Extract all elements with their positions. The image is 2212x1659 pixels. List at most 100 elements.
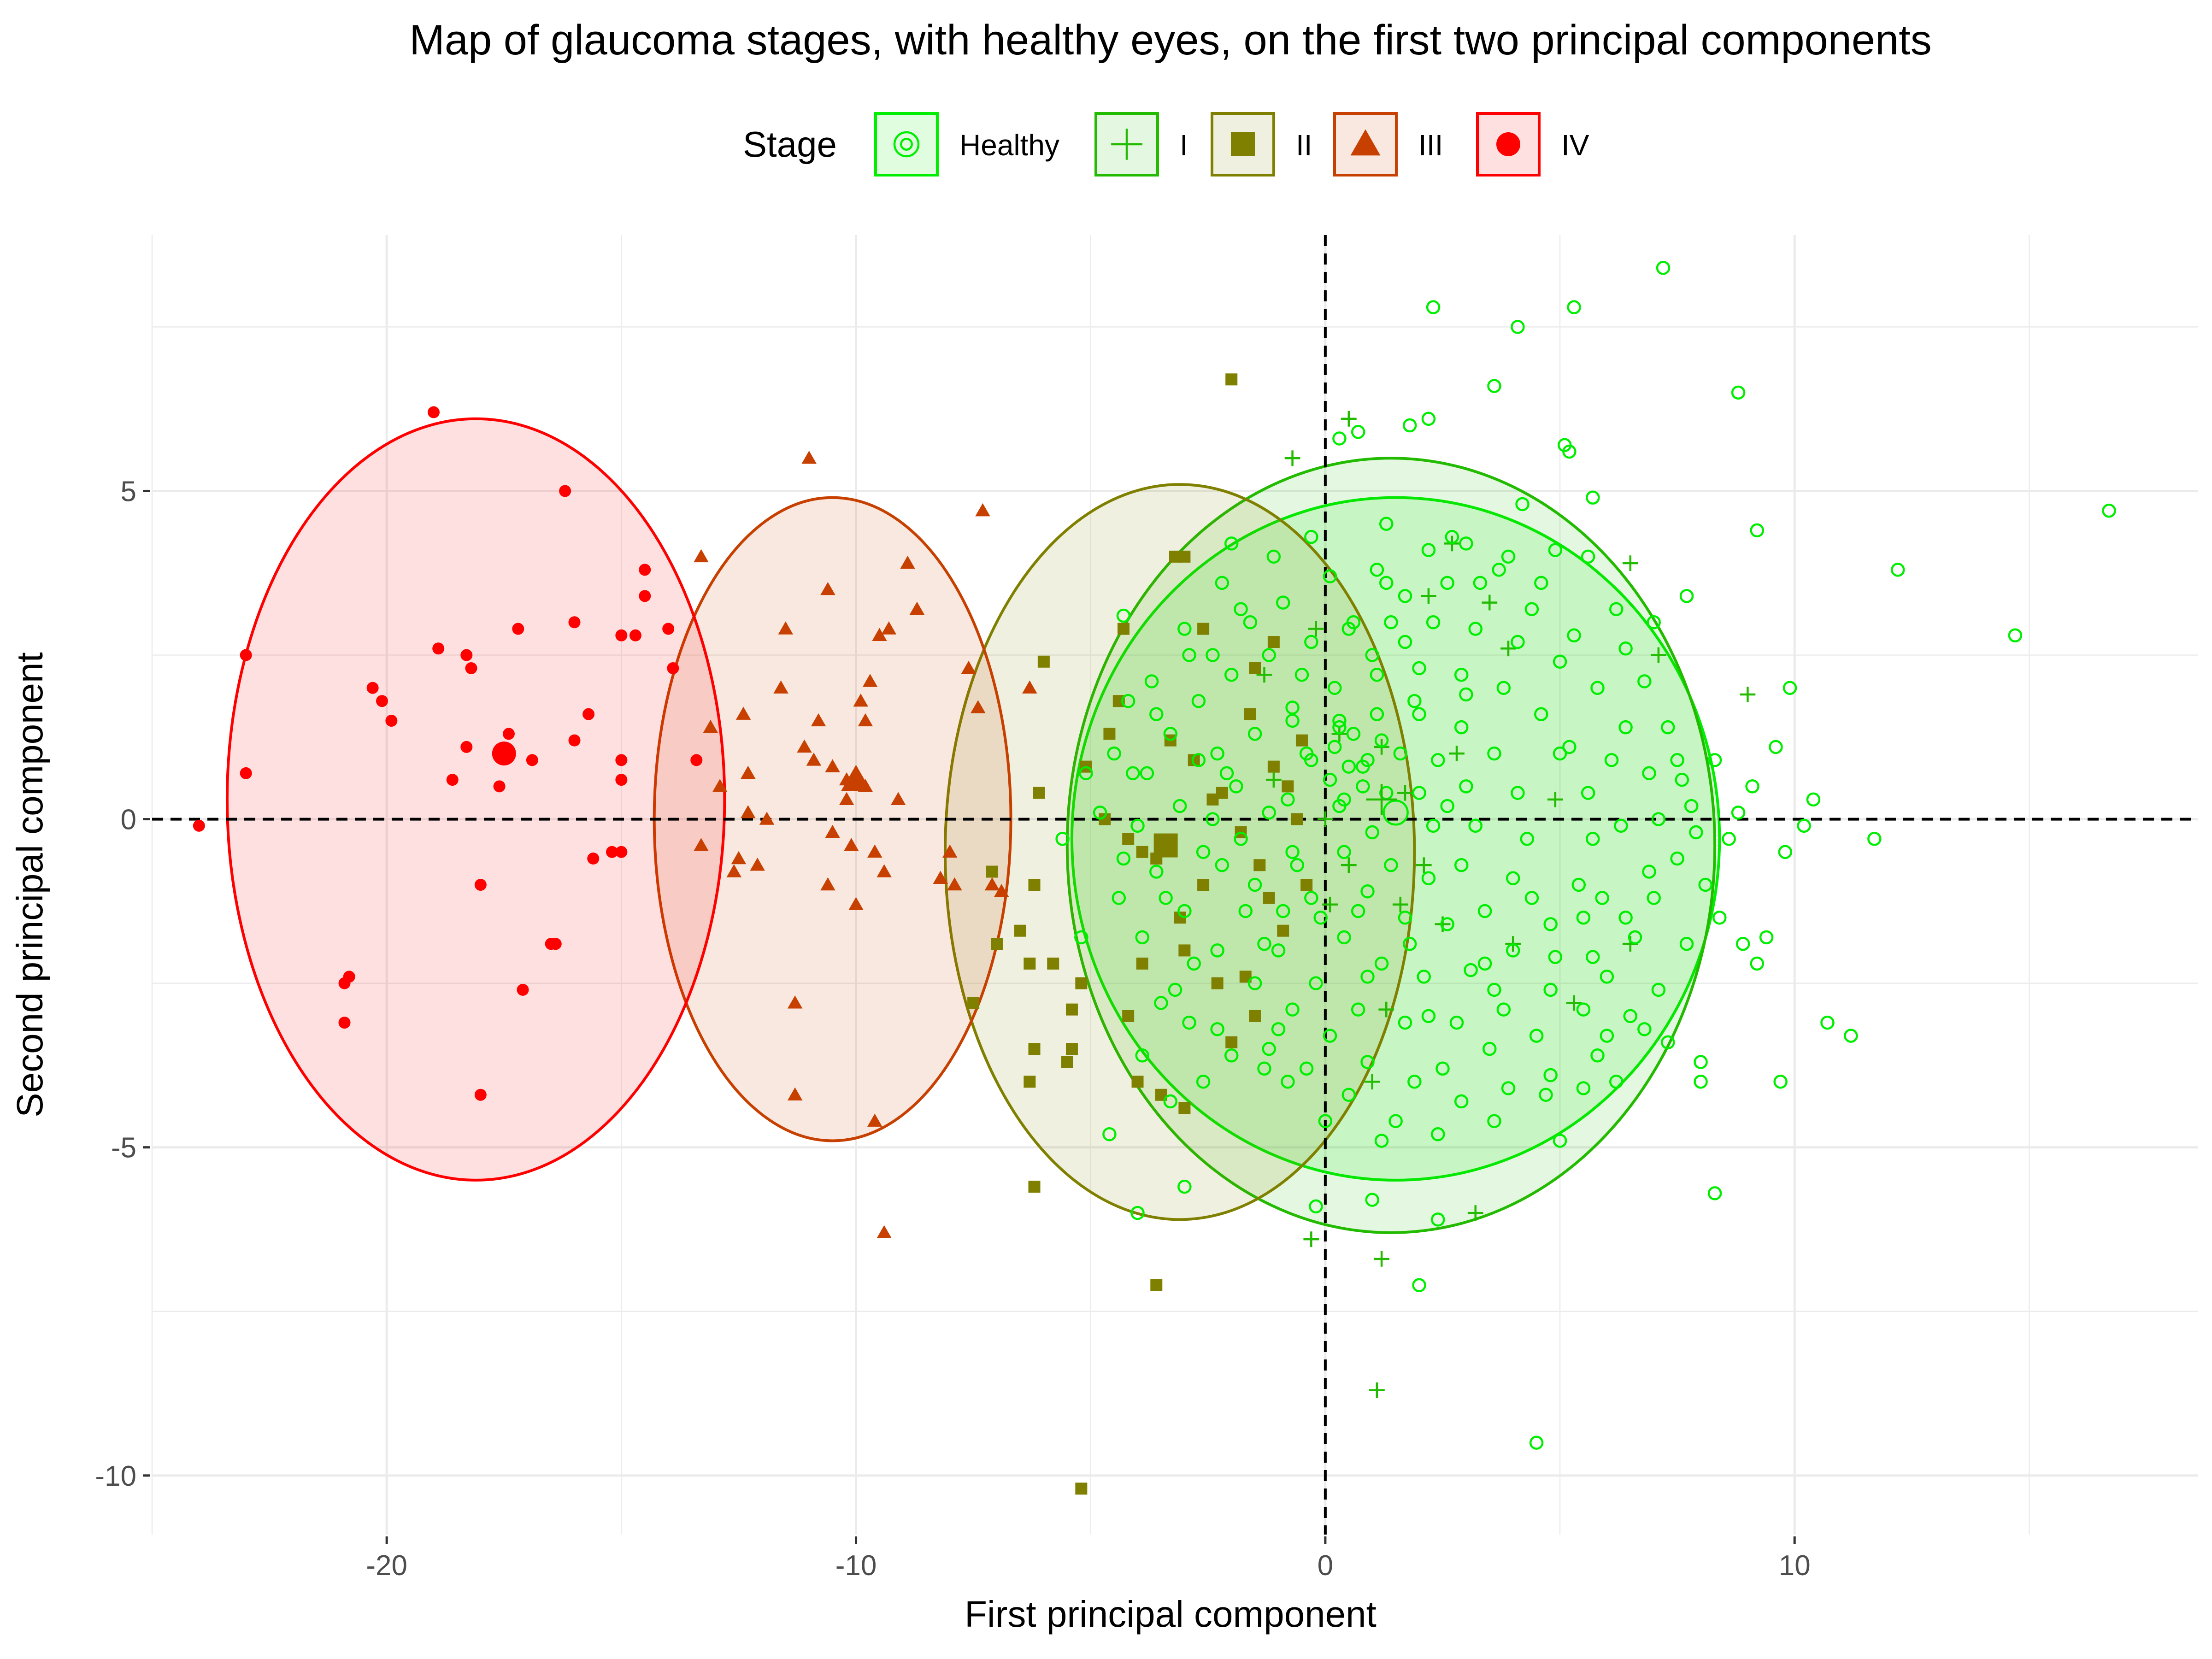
data-point-healthy bbox=[1477, 956, 1492, 971]
data-point-healthy bbox=[1262, 806, 1276, 820]
data-point-healthy bbox=[1529, 1435, 1544, 1450]
legend-marker-healthy bbox=[893, 131, 920, 158]
x-tick-label: -10 bbox=[835, 1550, 877, 1582]
data-point-iii bbox=[712, 779, 728, 792]
data-point-iv bbox=[549, 938, 562, 950]
data-point-healthy bbox=[1196, 845, 1211, 859]
data-point-ii bbox=[1211, 977, 1224, 989]
data-point-ii bbox=[991, 938, 1003, 950]
data-point-healthy bbox=[1309, 976, 1323, 990]
data-point-healthy bbox=[1553, 1134, 1567, 1148]
data-point-healthy bbox=[1163, 1094, 1178, 1109]
series-i bbox=[1256, 411, 1756, 1398]
data-point-healthy bbox=[1675, 772, 1689, 787]
data-point-healthy bbox=[1262, 648, 1276, 662]
data-point-healthy bbox=[1276, 595, 1290, 610]
data-point-healthy bbox=[1257, 936, 1271, 951]
data-point-iv bbox=[606, 846, 618, 858]
data-point-healthy bbox=[1417, 970, 1431, 984]
data-point-ii bbox=[1075, 977, 1088, 989]
data-point-healthy bbox=[1614, 818, 1628, 833]
data-point-iii bbox=[984, 877, 1000, 891]
legend-marker-ii bbox=[1231, 132, 1255, 156]
data-point-healthy bbox=[1590, 1048, 1605, 1063]
centroid-ii bbox=[1153, 833, 1178, 858]
reference-lines bbox=[152, 235, 2198, 1535]
data-point-healthy bbox=[1412, 707, 1426, 721]
data-point-healthy bbox=[1647, 615, 1661, 629]
data-point-healthy bbox=[1745, 779, 1759, 794]
data-point-healthy bbox=[1210, 746, 1224, 761]
data-point-healthy bbox=[1496, 681, 1511, 695]
data-point-healthy bbox=[2008, 628, 2023, 643]
data-point-healthy bbox=[1529, 1029, 1544, 1043]
data-point-healthy bbox=[1487, 982, 1501, 997]
data-point-healthy bbox=[1247, 727, 1262, 741]
data-point-healthy bbox=[1379, 517, 1394, 531]
data-point-healthy bbox=[1820, 1015, 1835, 1030]
data-point-i bbox=[1740, 687, 1756, 702]
data-point-ii bbox=[1225, 1036, 1238, 1048]
legend: Stage Healthy I II III IV bbox=[743, 112, 1589, 176]
data-point-healthy bbox=[1374, 1134, 1389, 1148]
data-point-healthy bbox=[1440, 799, 1454, 813]
data-point-healthy bbox=[1571, 877, 1586, 892]
data-point-healthy bbox=[1323, 772, 1337, 787]
data-point-healthy bbox=[1618, 720, 1633, 735]
data-point-healthy bbox=[1398, 635, 1412, 649]
data-point-iv bbox=[559, 485, 571, 497]
data-point-healthy bbox=[1487, 379, 1501, 393]
data-point-i bbox=[1341, 411, 1357, 427]
data-point-healthy bbox=[1421, 412, 1436, 426]
data-point-healthy bbox=[1506, 871, 1520, 886]
data-point-healthy bbox=[1365, 648, 1379, 662]
data-point-healthy bbox=[1332, 713, 1347, 728]
data-point-iv bbox=[240, 649, 252, 661]
data-point-healthy bbox=[1731, 806, 1746, 820]
data-point-healthy bbox=[1449, 1015, 1464, 1030]
ellipses bbox=[225, 417, 1721, 1234]
data-point-healthy bbox=[1609, 602, 1624, 617]
data-point-i bbox=[1322, 896, 1338, 912]
data-point-healthy bbox=[1172, 799, 1187, 813]
legend-label-iv: IV bbox=[1561, 129, 1589, 162]
data-point-healthy bbox=[1126, 766, 1140, 781]
data-point-ii bbox=[1028, 1181, 1041, 1193]
data-point-healthy bbox=[1492, 563, 1506, 577]
data-point-healthy bbox=[1337, 845, 1351, 859]
data-point-healthy bbox=[1590, 681, 1605, 695]
data-point-healthy bbox=[1431, 1127, 1445, 1141]
data-point-healthy bbox=[1285, 700, 1300, 715]
data-point-healthy bbox=[1731, 385, 1746, 400]
data-point-healthy bbox=[1107, 746, 1121, 761]
data-point-healthy bbox=[1384, 615, 1398, 629]
data-point-healthy bbox=[1154, 996, 1168, 1010]
data-point-healthy bbox=[1285, 845, 1300, 859]
legend-marker-i bbox=[1111, 129, 1142, 160]
data-point-healthy bbox=[1398, 910, 1412, 925]
data-point-ii bbox=[1028, 879, 1041, 891]
data-point-healthy bbox=[1243, 615, 1258, 629]
data-point-ii bbox=[967, 997, 980, 1009]
data-point-healthy bbox=[1304, 635, 1318, 649]
legend-marker-healthy-outer bbox=[893, 131, 920, 158]
centroid-iv bbox=[492, 741, 516, 766]
data-point-iii bbox=[848, 897, 864, 910]
data-point-healthy bbox=[1651, 982, 1666, 997]
data-point-iii bbox=[741, 765, 756, 779]
data-point-healthy bbox=[1341, 759, 1356, 774]
data-point-healthy bbox=[1459, 536, 1473, 551]
data-point-iii bbox=[933, 871, 948, 884]
data-point-i bbox=[1317, 811, 1333, 827]
data-point-healthy bbox=[1130, 818, 1145, 833]
data-point-ii bbox=[1249, 1010, 1261, 1022]
data-point-iii bbox=[877, 864, 892, 877]
data-point-healthy bbox=[1149, 865, 1164, 879]
data-point-iv bbox=[629, 629, 641, 641]
data-point-healthy bbox=[1506, 943, 1520, 958]
data-point-healthy bbox=[1210, 943, 1224, 958]
data-point-healthy bbox=[1182, 648, 1196, 662]
centroid-iii bbox=[841, 765, 871, 791]
data-point-iii bbox=[731, 851, 747, 865]
data-point-iii bbox=[961, 660, 977, 674]
